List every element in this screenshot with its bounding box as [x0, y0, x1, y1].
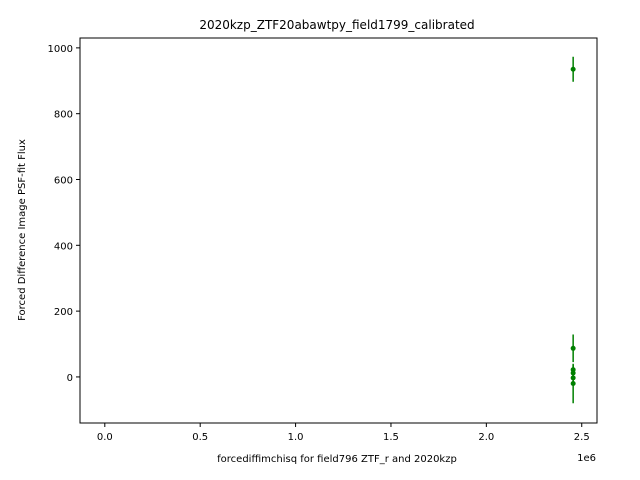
- y-tick-label: 600: [54, 175, 73, 186]
- chart-title: 2020kzp_ZTF20abawtpy_field1799_calibrate…: [199, 18, 474, 32]
- data-point: [570, 345, 576, 351]
- y-tick-label: 800: [54, 110, 73, 121]
- x-tick-label: 2.0: [478, 432, 494, 443]
- data-point: [570, 381, 576, 387]
- x-tick-label: 0.0: [97, 432, 113, 443]
- x-tick-label: 0.5: [192, 432, 208, 443]
- y-tick-label: 1000: [48, 44, 73, 55]
- y-axis: 0 200 400 600 800 1000: [48, 44, 80, 384]
- y-axis-label: Forced Difference Image PSF-fit Flux: [17, 139, 28, 321]
- x-axis: 0.0 0.5 1.0 1.5 2.0 2.5: [97, 423, 590, 443]
- plot-area: [79, 37, 598, 424]
- y-tick-label: 0: [67, 373, 73, 384]
- y-tick-label: 200: [54, 307, 73, 318]
- x-tick-label: 1.0: [288, 432, 304, 443]
- x-axis-label: forcediffimchisq for field796 ZTF_r and …: [217, 454, 457, 465]
- x-tick-label: 1.5: [383, 432, 399, 443]
- data-series: [570, 56, 576, 404]
- x-axis-offset-label: 1e6: [577, 453, 596, 464]
- data-point: [570, 66, 576, 72]
- x-tick-label: 2.5: [574, 432, 590, 443]
- y-tick-label: 400: [54, 241, 73, 252]
